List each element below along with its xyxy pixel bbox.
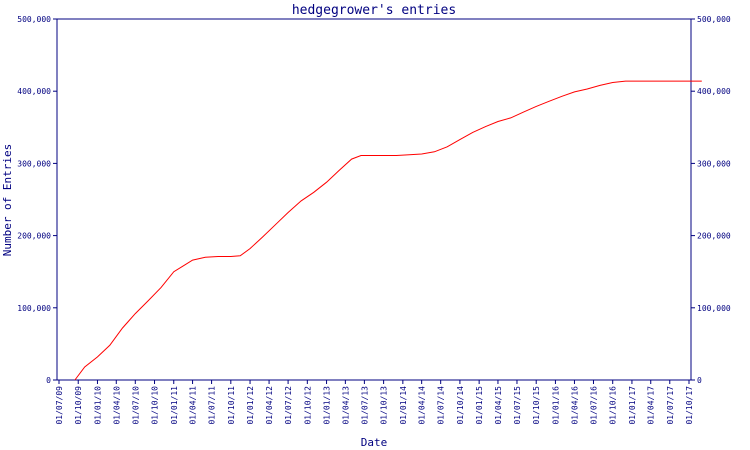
x-tick-label: 01/07/09: [55, 386, 64, 425]
x-tick-label: 01/07/16: [589, 386, 598, 425]
x-tick-label: 01/07/10: [131, 386, 140, 425]
x-tick-label: 01/10/13: [380, 386, 389, 425]
x-tick-label: 01/01/10: [93, 386, 102, 425]
chart-title: hedgegrower's entries: [292, 3, 456, 18]
y-tick-label-left: 200,000: [17, 232, 51, 241]
x-tick-label: 01/07/17: [666, 386, 675, 425]
x-tick-label: 01/01/13: [323, 386, 332, 425]
y-tick-label-right: 500,000: [697, 15, 731, 24]
y-tick-label-right: 400,000: [697, 87, 731, 96]
x-tick-label: 01/01/14: [399, 386, 408, 425]
y-tick-label-right: 100,000: [697, 304, 731, 313]
x-tick-label: 01/01/11: [170, 386, 179, 425]
x-tick-label: 01/10/17: [685, 386, 694, 425]
y-tick-label-right: 300,000: [697, 159, 731, 168]
series-group: [74, 80, 702, 381]
y-tick-label-left: 100,000: [17, 304, 51, 313]
y-tick-label-left: 500,000: [17, 15, 51, 24]
y-tick-label-left: 300,000: [17, 159, 51, 168]
x-tick-label: 01/04/14: [418, 386, 427, 425]
x-tick-label: 01/04/15: [494, 386, 503, 425]
x-tick-label: 01/10/11: [227, 386, 236, 425]
x-tick-label: 01/04/12: [265, 386, 274, 425]
series-line: [74, 80, 702, 381]
x-tick-label: 01/07/13: [360, 386, 369, 425]
x-axis-label: Date: [361, 436, 388, 449]
y-tick-label-right: 0: [697, 376, 702, 385]
x-tick-label: 01/07/12: [284, 386, 293, 425]
y-axis: 0 0 100,000 100,000 200,000 200,000 300,000 300…: [17, 15, 731, 385]
x-tick-label: 01/10/15: [532, 386, 541, 425]
x-tick-label: 01/10/09: [74, 386, 83, 425]
x-tick-label: 01/04/13: [341, 386, 350, 425]
y-tick-label-left: 0: [46, 376, 51, 385]
x-tick-label: 01/04/17: [647, 386, 656, 425]
y-axis-label: Number of Entries: [1, 144, 14, 257]
x-tick-label: 01/01/16: [551, 386, 560, 425]
x-tick-label: 01/07/11: [208, 386, 217, 425]
x-tick-label: 01/07/15: [513, 386, 522, 425]
x-tick-label: 01/07/14: [437, 386, 446, 425]
x-axis: 01/07/09 01/10/09 01/01/10 01/04/10 01/07/10…: [55, 380, 694, 425]
y-tick-label-right: 200,000: [697, 232, 731, 241]
x-tick-label: 01/10/10: [151, 386, 160, 425]
x-tick-label: 01/04/10: [112, 386, 121, 425]
x-tick-label: 01/10/16: [609, 386, 618, 425]
x-tick-label: 01/01/12: [246, 386, 255, 425]
x-tick-label: 01/04/11: [189, 386, 198, 425]
plot-frame: [56, 18, 692, 381]
x-tick-label: 01/01/15: [475, 386, 484, 425]
x-tick-label: 01/04/16: [570, 386, 579, 425]
x-tick-label: 01/10/14: [456, 386, 465, 425]
x-tick-label: 01/10/12: [303, 386, 312, 425]
x-tick-label: 01/01/17: [628, 386, 637, 425]
y-tick-label-left: 400,000: [17, 87, 51, 96]
